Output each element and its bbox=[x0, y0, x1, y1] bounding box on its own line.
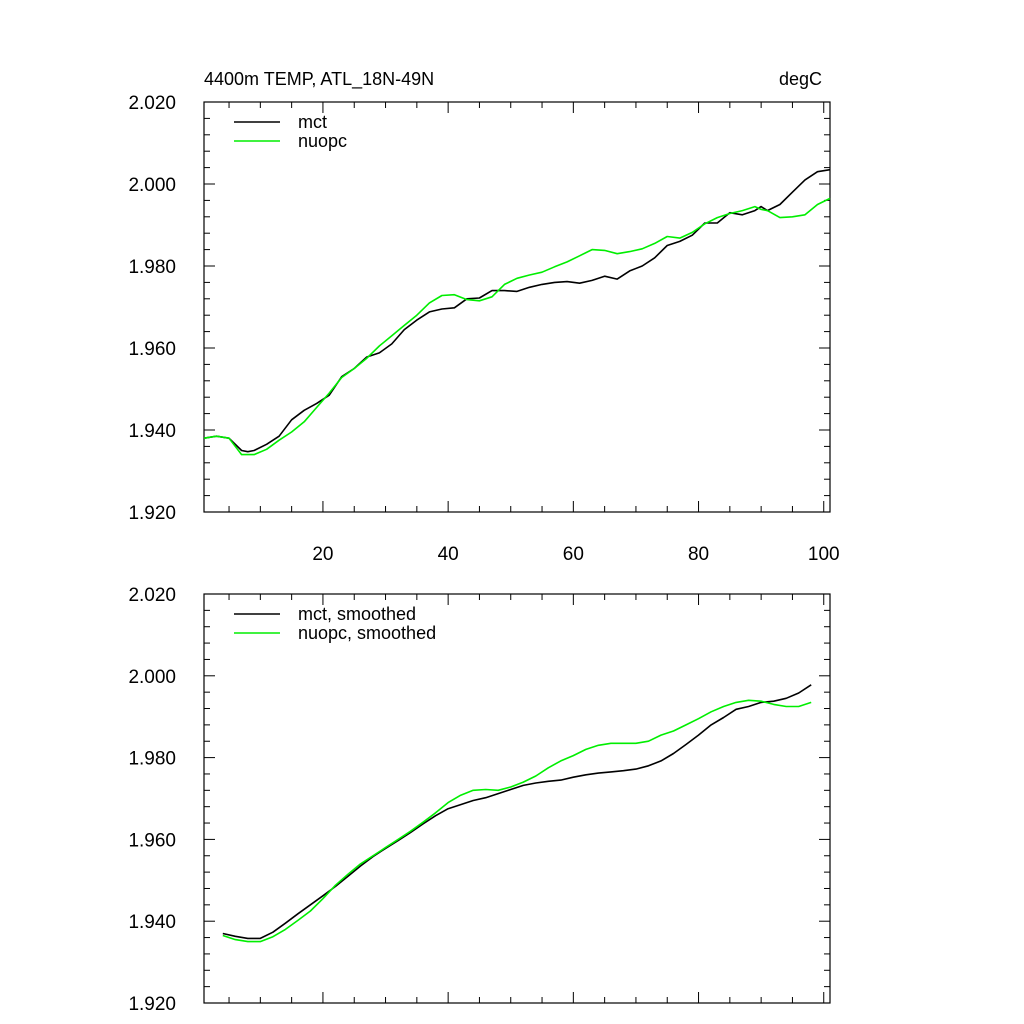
y-tick-label: 1.940 bbox=[128, 421, 176, 442]
x-tick-label: 100 bbox=[808, 544, 840, 565]
y-tick-label: 2.020 bbox=[128, 585, 176, 606]
legend-label: mct, smoothed bbox=[298, 604, 416, 624]
x-tick-label: 20 bbox=[312, 544, 333, 565]
y-tick-label: 1.980 bbox=[128, 257, 176, 278]
y-tick-label: 1.920 bbox=[128, 994, 176, 1015]
plot-frame bbox=[203, 101, 831, 513]
y-tick-label: 2.000 bbox=[128, 175, 176, 196]
y-tick-label: 1.940 bbox=[128, 912, 176, 933]
series-line-nuopc bbox=[203, 197, 831, 456]
y-tick-label: 2.000 bbox=[128, 667, 176, 688]
series-line-mct bbox=[203, 168, 831, 453]
top-panel: 4400m TEMP, ATL_18N-49N degC 20 40 60 80 100 1.… bbox=[128, 69, 839, 565]
legend-label: nuopc bbox=[298, 131, 347, 151]
legend-label: mct bbox=[298, 112, 327, 132]
bottom-panel: 1.920 1.940 1.960 1.980 2.000 2.020 mct, smoot… bbox=[128, 585, 831, 1015]
series-line-nuopc-smoothed bbox=[222, 699, 812, 943]
plot-frame bbox=[203, 593, 831, 1004]
series-line-mct-smoothed bbox=[222, 684, 812, 940]
units-label: degC bbox=[779, 69, 822, 89]
y-tick-label: 1.980 bbox=[128, 749, 176, 770]
chart-title: 4400m TEMP, ATL_18N-49N bbox=[204, 69, 434, 90]
y-tick-label: 1.920 bbox=[128, 503, 176, 524]
x-tick-label: 60 bbox=[563, 544, 584, 565]
x-tick-label: 40 bbox=[438, 544, 459, 565]
y-tick-label: 1.960 bbox=[128, 830, 176, 851]
legend-label: nuopc, smoothed bbox=[298, 623, 436, 643]
x-tick-label: 80 bbox=[688, 544, 709, 565]
y-tick-label: 2.020 bbox=[128, 93, 176, 114]
y-tick-label: 1.960 bbox=[128, 339, 176, 360]
